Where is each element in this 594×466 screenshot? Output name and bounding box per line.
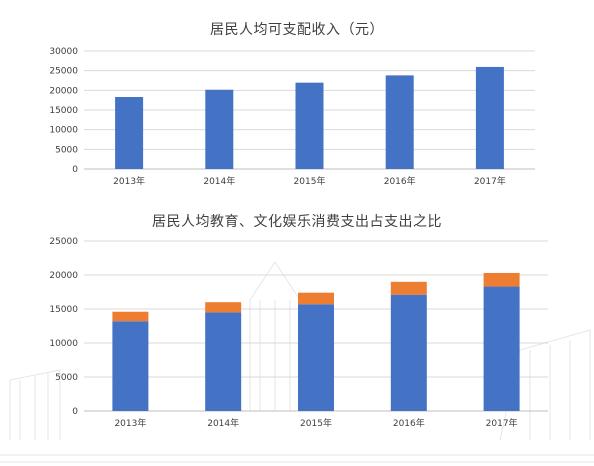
bar-2013年-series-1 xyxy=(112,311,149,322)
y-tick-label: 25000 xyxy=(49,67,78,77)
bar-2013年-series-0 xyxy=(115,97,144,169)
bar-2013年-series-0 xyxy=(112,321,149,411)
y-tick-label: 10000 xyxy=(49,339,78,349)
x-tick-label: 2017年 xyxy=(486,417,518,429)
y-tick-label: 0 xyxy=(72,407,78,417)
x-tick-label: 2013年 xyxy=(114,417,146,429)
x-tick-label: 2016年 xyxy=(384,175,416,187)
x-tick-label: 2014年 xyxy=(203,175,235,187)
y-tick-label: 20000 xyxy=(49,86,78,96)
bar-2016年-series-0 xyxy=(385,75,414,169)
chart-title-income: 居民人均可支配收入（元） xyxy=(210,22,384,38)
chart-title-education-ratio: 居民人均教育、文化娱乐消费支出占支出之比 xyxy=(152,214,442,230)
x-tick-label: 2016年 xyxy=(393,417,425,429)
bar-2014年-series-0 xyxy=(205,89,234,169)
x-tick-label: 2017年 xyxy=(474,175,506,187)
bar-2016年-series-1 xyxy=(390,281,427,295)
bar-2015年-series-1 xyxy=(298,292,334,305)
y-tick-label: 5000 xyxy=(55,373,78,383)
y-tick-label: 20000 xyxy=(49,271,78,281)
bar-2015年-series-0 xyxy=(295,82,324,169)
bar-2015年-series-0 xyxy=(298,304,334,411)
y-tick-label: 10000 xyxy=(49,126,78,136)
bar-2016年-series-0 xyxy=(390,294,427,411)
bar-2017年-series-0 xyxy=(475,66,504,169)
bar-2017年-series-1 xyxy=(483,272,520,287)
x-tick-label: 2015年 xyxy=(300,417,332,429)
x-tick-label: 2014年 xyxy=(207,417,239,429)
y-tick-label: 15000 xyxy=(49,305,78,315)
bar-2017年-series-0 xyxy=(483,286,520,411)
background-building-decoration xyxy=(0,261,594,463)
x-tick-label: 2015年 xyxy=(294,175,326,187)
y-tick-label: 30000 xyxy=(49,47,78,57)
bar-2014年-series-1 xyxy=(205,302,242,313)
x-tick-label: 2013年 xyxy=(113,175,145,187)
y-tick-label: 5000 xyxy=(55,145,78,155)
y-tick-label: 15000 xyxy=(49,106,78,116)
y-tick-label: 25000 xyxy=(49,237,78,247)
y-tick-label: 0 xyxy=(72,165,78,175)
bar-2014年-series-0 xyxy=(205,312,242,411)
